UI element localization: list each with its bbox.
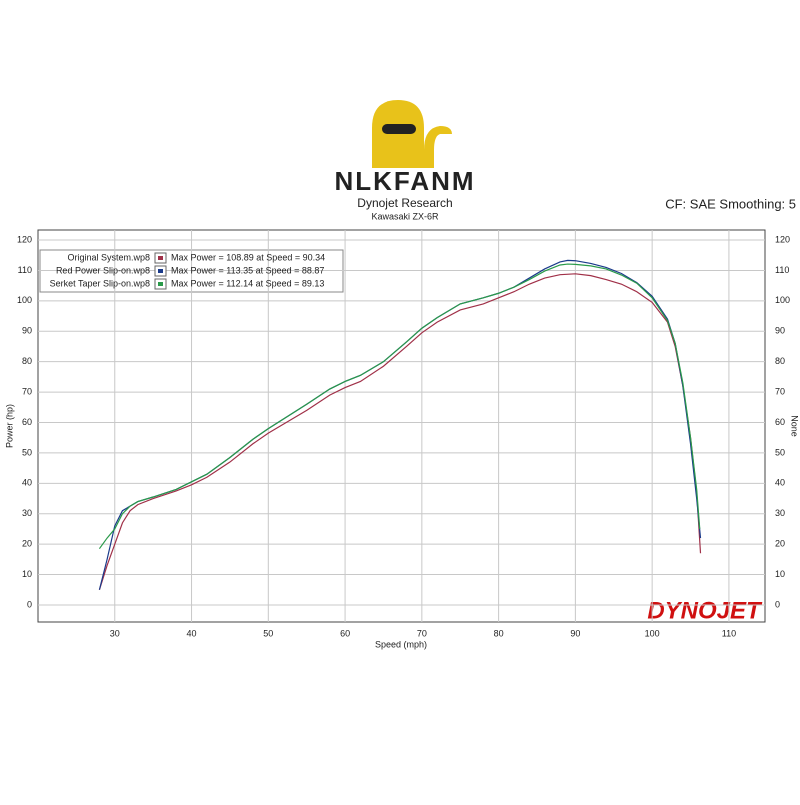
y-tick-label: 30 bbox=[22, 508, 32, 518]
x-tick-label: 40 bbox=[187, 628, 197, 638]
y2-tick-label: 80 bbox=[775, 356, 785, 366]
y-tick-label: 110 bbox=[18, 265, 32, 275]
y-tick-label: 40 bbox=[22, 478, 32, 488]
y2-tick-label: 40 bbox=[775, 478, 785, 488]
legend-max: Max Power = 112.14 at Speed = 89.13 bbox=[171, 278, 324, 288]
x-tick-label: 70 bbox=[417, 628, 427, 638]
y-tick-label: 70 bbox=[22, 386, 32, 396]
y2-tick-label: 120 bbox=[775, 234, 790, 244]
x-tick-label: 50 bbox=[263, 628, 273, 638]
logo-icon bbox=[372, 100, 452, 168]
legend-name: Serket Taper Slip-on.wp8 bbox=[50, 278, 150, 288]
y-tick-label: 120 bbox=[17, 234, 32, 244]
legend-color bbox=[158, 256, 163, 260]
y-tick-label: 50 bbox=[22, 447, 32, 457]
legend-name: Original System.wp8 bbox=[67, 252, 150, 262]
y2-tick-label: 0 bbox=[775, 599, 780, 609]
x-tick-label: 60 bbox=[340, 628, 350, 638]
y-tick-label: 90 bbox=[22, 326, 32, 336]
legend-max: Max Power = 113.35 at Speed = 88.87 bbox=[171, 265, 324, 275]
y-tick-label: 20 bbox=[22, 539, 32, 549]
x-tick-label: 90 bbox=[570, 628, 580, 638]
y2-tick-label: 100 bbox=[775, 295, 790, 305]
y2-axis-label: None bbox=[790, 415, 800, 437]
series-line bbox=[98, 273, 702, 590]
legend-color bbox=[158, 269, 163, 273]
vehicle: Kawasaki ZX-6R bbox=[371, 211, 439, 221]
y2-tick-label: 70 bbox=[775, 386, 785, 396]
settings: CF: SAE Smoothing: 5 bbox=[665, 196, 796, 211]
y-tick-label: 0 bbox=[27, 599, 32, 609]
x-axis-label: Speed (mph) bbox=[375, 639, 427, 649]
plot-frame bbox=[37, 229, 766, 623]
y-axis-label: Power (hp) bbox=[4, 404, 14, 448]
y-tick-label: 100 bbox=[17, 295, 32, 305]
logo-text: NLKFANM bbox=[334, 166, 475, 196]
y2-tick-label: 110 bbox=[775, 265, 789, 275]
y2-tick-label: 20 bbox=[775, 539, 785, 549]
y-tick-label: 80 bbox=[22, 356, 32, 366]
y2-tick-label: 30 bbox=[775, 508, 785, 518]
legend-color bbox=[158, 282, 163, 286]
x-tick-label: 80 bbox=[494, 628, 504, 638]
y-tick-label: 10 bbox=[22, 569, 32, 579]
legend-name: Red Power Slip-on.wp8 bbox=[56, 265, 150, 275]
y2-tick-label: 50 bbox=[775, 447, 785, 457]
x-tick-label: 110 bbox=[722, 628, 736, 638]
y-tick-label: 60 bbox=[22, 417, 32, 427]
x-tick-label: 100 bbox=[645, 628, 660, 638]
x-tick-label: 30 bbox=[110, 628, 120, 638]
y2-tick-label: 60 bbox=[775, 417, 785, 427]
brand: DYNOJET bbox=[647, 597, 763, 624]
company: Dynojet Research bbox=[357, 196, 452, 210]
legend-max: Max Power = 108.89 at Speed = 90.34 bbox=[171, 252, 325, 262]
y2-tick-label: 90 bbox=[775, 326, 785, 336]
y2-tick-label: 10 bbox=[775, 569, 785, 579]
series-line bbox=[98, 263, 701, 550]
